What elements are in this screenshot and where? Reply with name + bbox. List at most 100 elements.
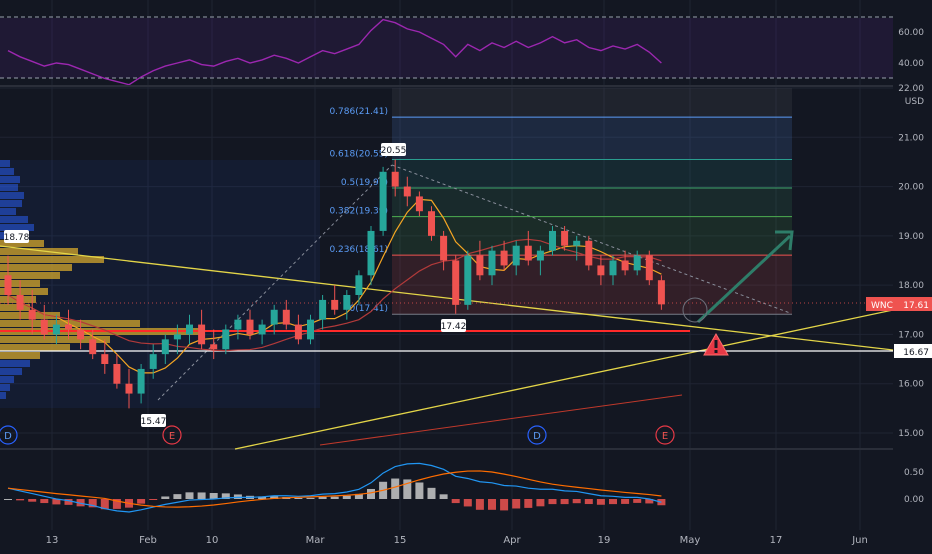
earnings-marker[interactable]: E — [162, 425, 182, 445]
candle-body — [391, 171, 399, 187]
macd-histogram-bar — [306, 497, 315, 499]
time-axis[interactable] — [0, 530, 932, 550]
macd-histogram-bar — [439, 494, 448, 499]
candle-body — [319, 299, 327, 320]
candle-body — [440, 235, 448, 261]
macd-histogram-bar — [112, 499, 121, 509]
volume-profile-bar — [0, 200, 22, 207]
macd-histogram-bar — [330, 496, 339, 499]
dividend-marker[interactable]: D — [0, 425, 18, 445]
price-tick-label: 16.00 — [898, 380, 924, 390]
macd-histogram-bar — [584, 499, 593, 505]
volume-profile-bar — [0, 208, 16, 215]
candle-body — [113, 364, 121, 384]
candle-body — [585, 240, 593, 266]
svg-text:D: D — [4, 431, 12, 442]
svg-text:E: E — [662, 431, 668, 442]
macd-histogram-bar — [161, 496, 170, 499]
candle-body — [258, 324, 266, 335]
fib-level-label: 0(17.41) — [349, 304, 388, 314]
price-axis[interactable] — [893, 0, 932, 530]
candle-body — [355, 275, 363, 295]
left-label: 18.78 — [4, 230, 30, 243]
candle-body — [210, 344, 218, 350]
fib-level-label: 0.5(19.97) — [341, 178, 388, 188]
macd-histogram-bar — [536, 499, 545, 507]
macd-histogram-bar — [40, 499, 49, 504]
candle-body — [40, 319, 48, 335]
svg-text:WNC: WNC — [871, 301, 893, 311]
macd-histogram-bar — [270, 496, 279, 499]
macd-histogram-bar — [16, 499, 25, 501]
fib-level-label: 0.236(18.61) — [329, 245, 388, 255]
macd-histogram-bar — [64, 499, 73, 505]
price-tick-label: 22.00 — [898, 84, 924, 94]
volume-profile-bar — [0, 352, 40, 359]
time-label: 10 — [206, 535, 219, 546]
candle-body — [403, 186, 411, 197]
svg-text:18.78: 18.78 — [4, 233, 30, 243]
candles — [4, 159, 665, 409]
candle-body — [561, 230, 569, 246]
macd-histogram-bar — [427, 487, 436, 499]
candle-body — [512, 245, 520, 266]
fib-level-label: 0.382(19.39) — [329, 207, 388, 217]
ascending-trendline[interactable] — [234, 309, 894, 450]
macd-histogram-bar — [475, 499, 484, 510]
candle-body — [464, 255, 472, 305]
macd-histogram-bar — [463, 499, 472, 507]
macd-histogram-bar — [52, 499, 61, 505]
dividend-marker-2[interactable]: D — [527, 425, 547, 445]
macd-histogram-bar — [88, 499, 97, 508]
volume-profile-bar — [0, 184, 18, 191]
time-label: Mar — [306, 535, 326, 546]
macd-histogram-bar — [221, 493, 230, 499]
candle-body — [198, 324, 206, 345]
volume-profile-bar — [0, 256, 104, 263]
candle-body — [161, 339, 169, 355]
candle-body — [234, 319, 242, 330]
macd-histogram-bar — [233, 494, 242, 499]
mid-low-label: 17.42 — [441, 319, 466, 332]
macd-histogram-bar — [512, 499, 521, 509]
fibonacci-retracement[interactable]: 0.786(21.41) 0.618(20.55) 0.5(19.97) 0.382(… — [329, 88, 792, 315]
volume-profile-bar — [0, 384, 10, 391]
svg-text:D: D — [533, 431, 541, 442]
rsi-line — [7, 18, 662, 86]
price-axis-ticks: 22.00 21.00 20.00 19.00 18.00 17.00 16.00 15.00… — [898, 28, 924, 505]
symbol-price-tag: WNC 17.61 — [866, 297, 932, 311]
macd-histogram-bar — [488, 499, 496, 510]
volume-profile-bar — [0, 368, 22, 375]
price-tick-label: 21.00 — [898, 133, 924, 143]
arrow-head-icon — [775, 230, 794, 251]
fib-zone — [392, 159, 792, 189]
time-label: Apr — [503, 535, 521, 546]
warning-icon — [703, 332, 729, 356]
candle-body — [28, 309, 36, 320]
time-label: 19 — [598, 535, 611, 546]
candle-body — [137, 368, 145, 394]
macd-histogram-bar — [403, 479, 412, 499]
earnings-marker-2[interactable]: E — [655, 425, 675, 445]
svg-text:E: E — [169, 431, 175, 442]
candle-body — [294, 324, 302, 340]
svg-text:15.47: 15.47 — [141, 417, 167, 427]
candle-body — [173, 334, 181, 340]
volume-profile-bar — [0, 288, 48, 295]
candle-body — [597, 265, 605, 276]
volume-profile-bar — [0, 224, 34, 231]
candle-body — [89, 339, 97, 355]
macd-histogram-bar — [318, 496, 327, 499]
price-tick-label: 20.00 — [898, 183, 924, 193]
candle-body — [500, 250, 508, 266]
price-tick-label: 18.00 — [898, 281, 924, 291]
macd-histogram-bar — [354, 493, 363, 499]
price-tick-label: 15.00 — [898, 429, 924, 439]
projection-arrow[interactable] — [696, 230, 794, 324]
rsi-tick-label: 60.00 — [898, 28, 924, 38]
descending-trendline[interactable] — [0, 245, 894, 351]
macd-panel — [4, 462, 666, 513]
macd-histogram-bar — [100, 499, 109, 510]
